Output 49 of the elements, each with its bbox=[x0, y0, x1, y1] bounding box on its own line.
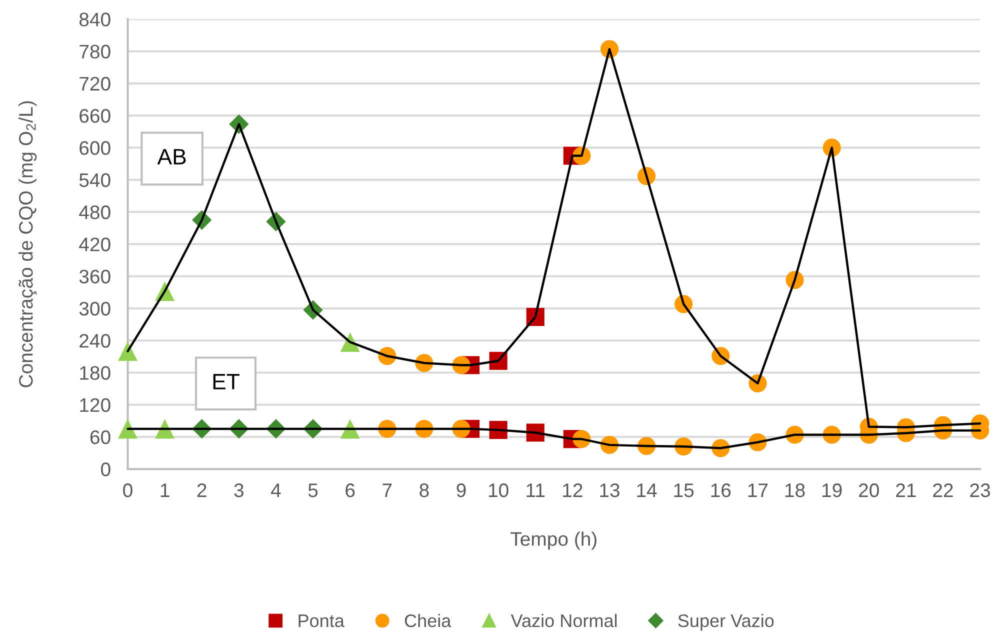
x-tick-label: 14 bbox=[637, 484, 657, 498]
x-tick-label: 3 bbox=[234, 483, 244, 498]
annotation: ET bbox=[213, 374, 240, 390]
x-tick-label: 13 bbox=[600, 483, 620, 498]
x-tick-label: 4 bbox=[271, 484, 281, 498]
y-tick-label: 420 bbox=[79, 238, 110, 252]
annotation: AB bbox=[157, 149, 186, 164]
x-tick-label: 8 bbox=[420, 483, 429, 498]
y-tick-label: 60 bbox=[90, 430, 110, 444]
x-tick-label: 20 bbox=[859, 483, 879, 498]
x-tick-label: 22 bbox=[933, 483, 953, 498]
x-tick-label: 2 bbox=[197, 483, 206, 498]
y-tick-label: 180 bbox=[80, 366, 110, 380]
legend-label: Ponta bbox=[298, 614, 344, 628]
point bbox=[118, 341, 138, 361]
y-tick-label: 720 bbox=[80, 76, 110, 91]
x-axis-title: Tempo (h) bbox=[510, 532, 596, 550]
y-tick-label: 540 bbox=[79, 173, 110, 188]
y-tick-label: 840 bbox=[79, 12, 110, 26]
y-tick-label: 300 bbox=[79, 302, 110, 316]
point bbox=[118, 419, 138, 439]
y-tick-label: 600 bbox=[80, 141, 110, 155]
y-axis-title: Concentração de CQO (mg O$_{2}$/L) bbox=[18, 101, 37, 388]
x-tick-label: 23 bbox=[970, 483, 990, 498]
x-tick-label: 15 bbox=[674, 484, 694, 498]
y-tick-label: 0 bbox=[101, 462, 110, 476]
x-tick-label: 16 bbox=[711, 483, 731, 498]
x-tick-label: 0 bbox=[123, 483, 132, 498]
x-tick-label: 9 bbox=[456, 483, 466, 498]
y-tick-label: 480 bbox=[79, 205, 110, 220]
x-tick-label: 7 bbox=[382, 484, 392, 498]
x-tick-label: 12 bbox=[563, 483, 582, 498]
x-tick-label: 10 bbox=[488, 483, 508, 498]
x-tick-label: 18 bbox=[785, 483, 805, 498]
y-tick-label: 780 bbox=[80, 44, 110, 59]
x-tick-label: 11 bbox=[526, 484, 545, 498]
x-tick-label: 21 bbox=[896, 483, 916, 498]
y-tick-label: 120 bbox=[80, 398, 110, 412]
y-tick-label: 240 bbox=[80, 334, 110, 348]
legend-label: Super Vazio bbox=[678, 614, 774, 631]
legend-label: Vazio Normal bbox=[510, 614, 617, 628]
y-tick-label: 660 bbox=[80, 109, 110, 123]
x-tick-label: 1 bbox=[160, 484, 170, 498]
x-tick-label: 17 bbox=[748, 484, 768, 498]
y-tick-label: 360 bbox=[79, 270, 110, 284]
x-tick-label: 6 bbox=[346, 483, 355, 498]
x-tick-label: 5 bbox=[308, 484, 318, 498]
legend-label: Cheia bbox=[404, 614, 452, 628]
x-tick-label: 19 bbox=[822, 483, 842, 498]
